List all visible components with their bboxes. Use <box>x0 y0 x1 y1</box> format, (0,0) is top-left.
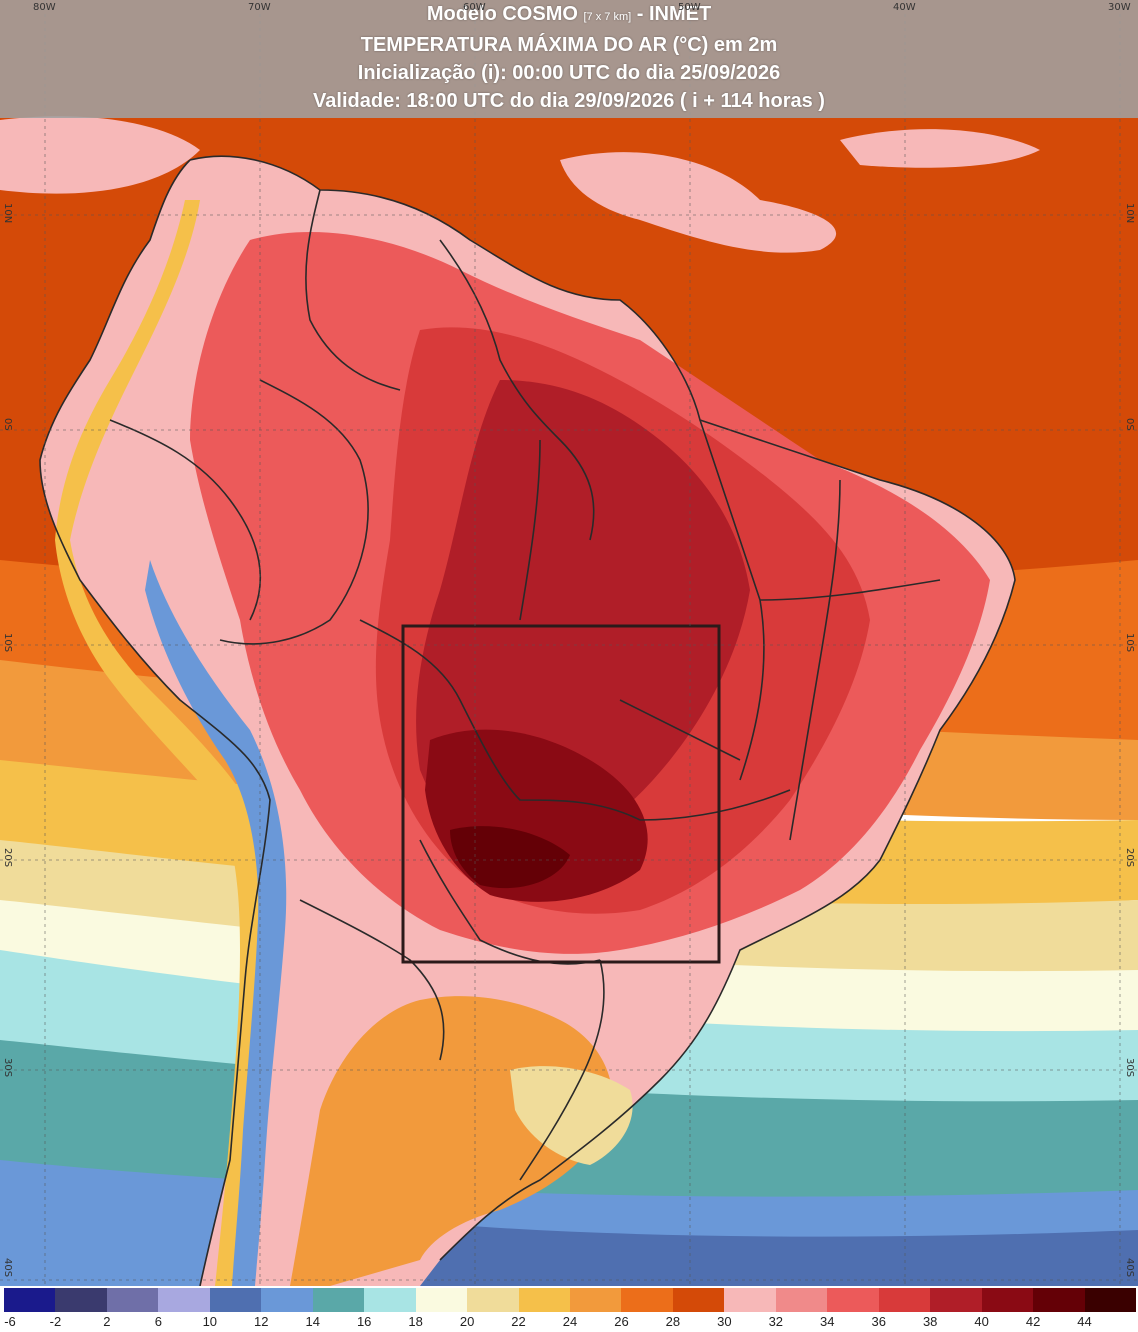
colorbar-swatch <box>724 1288 776 1312</box>
colorbar-swatch <box>467 1288 519 1312</box>
ocean-band-10 <box>400 1220 1138 1286</box>
colorbar-label: 2 <box>103 1314 111 1329</box>
borders <box>39 155 1016 1286</box>
colorbar-label: 42 <box>1025 1314 1041 1329</box>
andes-cold <box>145 560 287 1286</box>
temperature-map: Modelo COSMO [7 x 7 km] - INMET TEMPERAT… <box>0 0 1138 1286</box>
colorbar-swatch <box>364 1288 416 1312</box>
colorbar-label: 20 <box>459 1314 475 1329</box>
colorbar-label: 40 <box>974 1314 989 1329</box>
latitude-label-left: 30S <box>2 1058 13 1078</box>
atlantic-patch-1 <box>560 152 837 253</box>
colorbar-swatch <box>930 1288 982 1312</box>
colorbar-swatch <box>261 1288 313 1312</box>
colorbar-swatch <box>1084 1288 1136 1312</box>
colorbar-labels: -6 -2 2 6 10 12 14 16 18 20 22 24 26 28 30 32 34 36 38 40 42… <box>4 1314 1136 1332</box>
longitude-label: 60W <box>463 2 486 13</box>
map-graphic <box>0 0 1138 1286</box>
latitude-label-right: 30S <box>1124 1058 1135 1078</box>
model-org: - INMET <box>636 3 712 25</box>
colorbar-swatch <box>878 1288 931 1312</box>
colorbar-swatch <box>672 1288 725 1312</box>
latitude-label-left: 0S <box>2 418 13 431</box>
colorbar-swatch <box>415 1288 468 1312</box>
pacific-patch <box>0 116 200 194</box>
title-line-2: TEMPERATURA MÁXIMA DO AR (°C) em 2m <box>360 34 778 56</box>
latitude-label-right: 10N <box>1124 203 1135 224</box>
uruguay-region <box>510 1066 633 1165</box>
colorbar-label: 44 <box>1077 1314 1092 1329</box>
latitude-label-left: 40S <box>2 1258 13 1278</box>
colorbar-swatch <box>621 1288 673 1312</box>
latitude-label-right: 0S <box>1124 418 1135 431</box>
atlantic-patch-2 <box>840 129 1040 168</box>
longitude-label: 40W <box>893 2 916 13</box>
colorbar-swatch <box>775 1288 828 1312</box>
colorbar-swatch <box>518 1288 570 1312</box>
colorbar-strip <box>4 1288 1136 1312</box>
colorbar-label: 30 <box>717 1314 732 1329</box>
colorbar-label: 26 <box>614 1314 629 1329</box>
model-resolution: [7 x 7 km] <box>583 11 632 23</box>
colorbar-swatch <box>1033 1288 1085 1312</box>
colorbar-swatch <box>55 1288 107 1312</box>
land-42-zone <box>450 826 570 889</box>
colorbar-label: 24 <box>562 1314 578 1329</box>
map-title-panel: Modelo COSMO [7 x 7 km] - INMET TEMPERAT… <box>0 0 1138 118</box>
colorbar-swatch <box>209 1288 262 1312</box>
colorbar-label: -2 <box>49 1314 62 1329</box>
colorbar-swatch <box>4 1288 56 1312</box>
latitude-label-left: 10N <box>2 203 13 224</box>
colorbar-label: 10 <box>202 1314 218 1329</box>
title-line-3: Inicialização (i): 00:00 UTC do dia 25/0… <box>357 62 781 84</box>
latitude-label-right: 20S <box>1124 848 1135 868</box>
longitude-label: 50W <box>678 2 701 13</box>
colorbar: -6 -2 2 6 10 12 14 16 18 20 22 24 26 28 30 32 34 36 38 40 42… <box>0 1286 1138 1332</box>
colorbar-label: 16 <box>356 1314 372 1329</box>
colorbar-label: 12 <box>254 1314 269 1329</box>
latitude-label-right: 10S <box>1124 633 1135 653</box>
title-line-4: Validade: 18:00 UTC do dia 29/09/2026 ( … <box>313 90 825 112</box>
colorbar-label: -6 <box>4 1314 16 1329</box>
colorbar-label: 32 <box>768 1314 784 1329</box>
colorbar-swatch <box>569 1288 622 1312</box>
longitude-label: 30W <box>1108 2 1131 13</box>
longitude-label: 70W <box>248 2 271 13</box>
colorbar-label: 18 <box>408 1314 423 1329</box>
longitude-label: 80W <box>33 2 56 13</box>
colorbar-label: 14 <box>305 1314 320 1329</box>
colorbar-swatch <box>158 1288 210 1312</box>
colorbar-label: 6 <box>154 1314 162 1329</box>
highlight-region-box <box>401 624 721 964</box>
colorbar-label: 36 <box>871 1314 886 1329</box>
model-name: Modelo COSMO <box>426 3 578 25</box>
colorbar-swatch <box>106 1288 159 1312</box>
colorbar-swatch <box>312 1288 365 1312</box>
colorbar-label: 28 <box>665 1314 681 1329</box>
latitude-label-left: 10S <box>2 633 13 653</box>
colorbar-swatch <box>827 1288 879 1312</box>
latitude-label-left: 20S <box>2 848 13 868</box>
latitude-label-right: 40S <box>1124 1258 1135 1278</box>
colorbar-swatch <box>981 1288 1034 1312</box>
title-line-1: Modelo COSMO [7 x 7 km] - INMET <box>0 0 1138 31</box>
colorbar-label: 38 <box>922 1314 938 1329</box>
colorbar-label: 22 <box>511 1314 526 1329</box>
colorbar-label: 34 <box>820 1314 835 1329</box>
graticule <box>0 0 1138 1286</box>
